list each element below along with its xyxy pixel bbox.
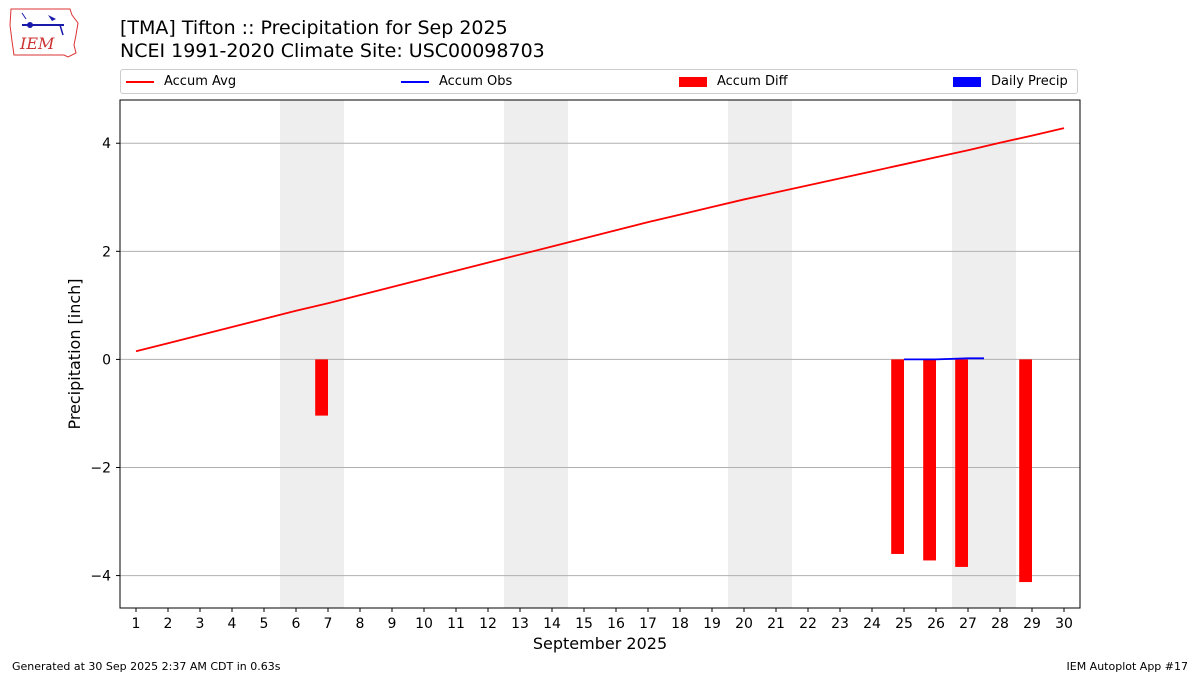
y-tick-label: −2 bbox=[90, 460, 111, 476]
y-tick-label: 0 bbox=[102, 352, 111, 368]
x-tick-label: 30 bbox=[1055, 616, 1073, 632]
chart-title: [TMA] Tifton :: Precipitation for Sep 20… bbox=[120, 17, 508, 39]
x-tick-label: 13 bbox=[511, 616, 529, 632]
x-tick-label: 10 bbox=[415, 616, 433, 632]
x-tick-label: 21 bbox=[767, 616, 785, 632]
legend-label: Accum Diff bbox=[717, 74, 788, 89]
x-tick-label: 28 bbox=[991, 616, 1009, 632]
y-tick-label: 4 bbox=[102, 136, 111, 152]
x-tick-label: 3 bbox=[196, 616, 205, 632]
legend-label: Daily Precip bbox=[991, 74, 1068, 89]
legend-item-daily-precip: Daily Precip bbox=[953, 74, 1068, 89]
accum-diff-bar bbox=[923, 359, 936, 561]
x-tick-label: 11 bbox=[447, 616, 465, 632]
weekend-shading bbox=[728, 100, 792, 608]
y-tick-label: −4 bbox=[90, 569, 111, 585]
legend-swatch-accum-obs bbox=[401, 80, 429, 83]
weekend-shading bbox=[504, 100, 568, 608]
logo-text: IEM bbox=[19, 34, 55, 53]
weekend-shading bbox=[280, 100, 344, 608]
x-tick-label: 5 bbox=[260, 616, 269, 632]
y-tick-label: 2 bbox=[102, 244, 111, 260]
x-tick-label: 12 bbox=[479, 616, 497, 632]
accum-diff-bar bbox=[955, 359, 968, 567]
x-tick-label: 24 bbox=[863, 616, 881, 632]
y-axis-label: Precipitation [inch] bbox=[65, 278, 84, 429]
x-tick-label: 6 bbox=[292, 616, 301, 632]
legend-item-accum-diff: Accum Diff bbox=[679, 74, 788, 89]
legend-swatch-accum-diff bbox=[679, 76, 707, 87]
x-tick-label: 1 bbox=[132, 616, 141, 632]
x-tick-label: 16 bbox=[607, 616, 625, 632]
x-tick-label: 15 bbox=[575, 616, 593, 632]
x-tick-label: 22 bbox=[799, 616, 817, 632]
app-credit: IEM Autoplot App #17 bbox=[1066, 660, 1189, 673]
legend-swatch-daily-precip bbox=[953, 76, 981, 87]
iem-logo: IEM bbox=[9, 8, 79, 58]
legend-item-accum-obs: Accum Obs bbox=[401, 74, 512, 89]
chart-subtitle: NCEI 1991-2020 Climate Site: USC00098703 bbox=[120, 40, 545, 62]
accum-diff-bar bbox=[315, 359, 328, 416]
x-axis-label: September 2025 bbox=[533, 634, 667, 653]
iowa-state-outline-icon bbox=[9, 8, 79, 58]
x-tick-label: 17 bbox=[639, 616, 657, 632]
x-tick-label: 4 bbox=[228, 616, 237, 632]
generated-timestamp: Generated at 30 Sep 2025 2:37 AM CDT in … bbox=[12, 660, 281, 673]
accum-avg-line bbox=[135, 127, 1065, 353]
legend-item-accum-avg: Accum Avg bbox=[126, 74, 236, 89]
x-tick-label: 23 bbox=[831, 616, 849, 632]
x-tick-label: 8 bbox=[356, 616, 365, 632]
x-tick-label: 19 bbox=[703, 616, 721, 632]
legend: Accum Avg Accum Obs Accum Diff Daily Pre… bbox=[120, 69, 1078, 94]
x-tick-label: 27 bbox=[959, 616, 977, 632]
x-tick-label: 2 bbox=[164, 616, 173, 632]
plot-frame bbox=[119, 99, 1081, 609]
x-tick-label: 20 bbox=[735, 616, 753, 632]
legend-swatch-accum-avg bbox=[126, 80, 154, 83]
x-tick-label: 7 bbox=[324, 616, 333, 632]
x-tick-label: 9 bbox=[388, 616, 397, 632]
accum-obs-line bbox=[904, 357, 984, 361]
x-tick-label: 18 bbox=[671, 616, 689, 632]
x-tick-label: 26 bbox=[927, 616, 945, 632]
x-tick-label: 29 bbox=[1023, 616, 1041, 632]
accum-diff-bar bbox=[891, 359, 904, 554]
legend-label: Accum Avg bbox=[164, 74, 237, 89]
legend-label: Accum Obs bbox=[439, 74, 513, 89]
x-tick-label: 14 bbox=[543, 616, 561, 632]
x-tick-label: 25 bbox=[895, 616, 913, 632]
accum-diff-bar bbox=[1019, 359, 1032, 583]
